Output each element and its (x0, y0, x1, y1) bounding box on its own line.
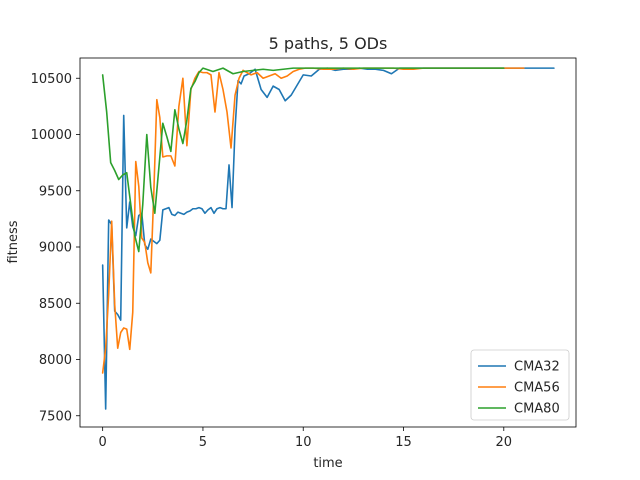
legend-label-cma56: CMA56 (514, 381, 560, 396)
x-tick-label: 20 (496, 435, 513, 450)
x-tick-label: 15 (395, 435, 412, 450)
y-tick-label: 8000 (39, 353, 72, 368)
y-tick-label: 10000 (31, 128, 72, 143)
legend-label-cma80: CMA80 (514, 402, 560, 417)
x-tick-label: 0 (99, 435, 107, 450)
x-axis-label: time (313, 456, 342, 471)
y-tick-label: 9000 (39, 241, 72, 256)
x-tick-label: 5 (199, 435, 207, 450)
y-axis: 7500 8000 8500 9000 9500 10000 10500 (31, 72, 80, 424)
y-tick-label: 8500 (39, 297, 72, 312)
axes-frame (79, 57, 577, 428)
series-layer (101, 67, 555, 410)
x-axis: 0 5 10 15 20 (99, 427, 513, 450)
chart-title: 5 paths, 5 ODs (269, 34, 388, 53)
legend: CMA32 CMA56 CMA80 (470, 349, 570, 421)
x-tick-label: 10 (295, 435, 312, 450)
y-axis-label: fitness (6, 220, 21, 263)
legend-label-cma32: CMA32 (514, 360, 560, 375)
y-tick-label: 9500 (39, 184, 72, 199)
series-line-cma80 (101, 67, 505, 253)
y-tick-label: 10500 (31, 72, 72, 87)
y-tick-label: 7500 (39, 409, 72, 424)
legend-box (470, 349, 570, 421)
